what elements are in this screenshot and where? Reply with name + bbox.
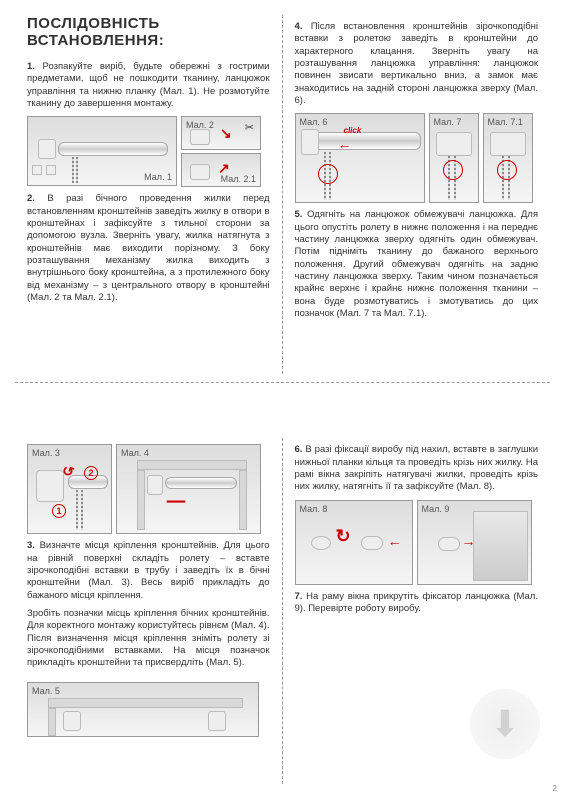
section-step-1: ПОСЛІДОВНІСТЬ ВСТАНОВЛЕННЯ: 1. Розпакуйт…	[15, 15, 283, 374]
figure-1: Мал. 1	[27, 116, 177, 186]
num-1-badge: 1	[52, 501, 66, 518]
figure-7-1: Мал. 7.1	[483, 113, 533, 203]
figure-7: Мал. 7	[429, 113, 479, 203]
step-3-num: 3.	[27, 540, 35, 551]
fig-3-label: Мал. 3	[32, 448, 60, 458]
step-3-text: 3. Визначте місця кріплення кронштейнів.…	[27, 540, 270, 602]
arrow-icon: →	[462, 533, 476, 549]
step-1-num: 1.	[27, 61, 35, 72]
horizontal-divider	[15, 382, 550, 430]
fig-9-label: Мал. 9	[422, 504, 450, 514]
highlight-circle	[443, 160, 463, 180]
step-5-num: 5.	[295, 209, 303, 220]
fig-6-label: Мал. 6	[300, 117, 328, 127]
step-2-body: В разі бічного проведення жилки перед вс…	[27, 193, 270, 303]
fig-row-1: Мал. 1 Мал. 2 ↘ ✂ Мал. 2.1 ↗	[27, 116, 270, 187]
arrow-icon: ↘	[220, 125, 232, 142]
step-3b-text: Зробіть позначки місць кріплення бічних …	[27, 608, 270, 670]
figure-9: Мал. 9 →	[417, 500, 532, 585]
figure-6: Мал. 6 click ←	[295, 113, 425, 203]
arrow-icon: ←	[338, 136, 352, 152]
page-number: 2	[553, 784, 557, 793]
fig-row-4: Мал. 6 click ← Мал. 7 Мал. 7.1	[295, 113, 539, 203]
highlight-circle	[318, 164, 338, 184]
step-4-text: 4. Після встановлення кронштейнів зірочк…	[295, 21, 539, 107]
level-icon: ━━━	[167, 497, 185, 508]
fig-21-label: Мал. 2.1	[221, 174, 256, 184]
fig-8-label: Мал. 8	[300, 504, 328, 514]
fig-2-label: Мал. 2	[186, 120, 214, 130]
figure-5: Мал. 5	[27, 682, 259, 737]
num-2-badge: 2	[84, 463, 98, 480]
step-3-body: Визначте місця кріплення кронштейнів. Дл…	[27, 540, 270, 600]
fig-1-label: Мал. 1	[144, 172, 172, 182]
fig-4-label: Мал. 4	[121, 448, 149, 458]
figure-3: Мал. 3 ↺ 1 2	[27, 444, 112, 534]
figure-2: Мал. 2 ↘ ✂	[181, 116, 261, 150]
fig-row-3: Мал. 3 ↺ 1 2 Мал. 4 ━━━	[27, 444, 270, 534]
fig-5-label: Мал. 5	[32, 686, 60, 696]
fig-71-label: Мал. 7.1	[488, 117, 523, 127]
step-5-text: 5. Одягніть на ланцюжок обмежувачі ланцю…	[295, 209, 539, 320]
scissors-icon: ✂	[245, 121, 254, 134]
step-4-body: Після встановлення кронштейнів зірочкопо…	[295, 21, 539, 106]
step-1-text: 1. Розпакуйте виріб, будьте обережні з г…	[27, 61, 270, 110]
step-7-body: На раму вікна прикрутіть фіксатор ланцюж…	[295, 591, 539, 614]
highlight-circle	[497, 160, 517, 180]
figure-2-1: Мал. 2.1 ↗	[181, 153, 261, 187]
fig-row-6: Мал. 8 ↻ ← Мал. 9 →	[295, 500, 539, 585]
figure-8: Мал. 8 ↻ ←	[295, 500, 413, 585]
arrow-icon: ↻	[336, 526, 351, 547]
step-7-text: 7. На раму вікна прикрутіть фіксатор лан…	[295, 591, 539, 616]
section-step-3: Мал. 3 ↺ 1 2 Мал. 4 ━━━	[15, 438, 283, 784]
step-6-body: В разі фіксації виробу під нахил, вставт…	[295, 444, 539, 492]
section-step-4: 4. Після встановлення кронштейнів зірочк…	[282, 15, 551, 374]
step-4-num: 4.	[295, 21, 303, 32]
page-title: ПОСЛІДОВНІСТЬ ВСТАНОВЛЕННЯ:	[27, 15, 270, 49]
fig-7-label: Мал. 7	[434, 117, 462, 127]
step-7-num: 7.	[295, 591, 303, 602]
section-step-6: 6. В разі фіксації виробу під нахил, вст…	[282, 438, 551, 784]
figure-4: Мал. 4 ━━━	[116, 444, 261, 534]
step-6-num: 6.	[295, 444, 303, 455]
step-5-body: Одягніть на ланцюжок обмежувачі ланцюжка…	[295, 209, 539, 319]
arrow-icon: ←	[388, 533, 402, 549]
step-2-text: 2. В разі бічного проведення жилки перед…	[27, 193, 270, 304]
step-2-num: 2.	[27, 193, 35, 204]
step-6-text: 6. В разі фіксації виробу під нахил, вст…	[295, 444, 539, 493]
click-label: click	[344, 126, 362, 135]
step-1-body: Розпакуйте виріб, будьте обережні з гост…	[27, 61, 270, 109]
